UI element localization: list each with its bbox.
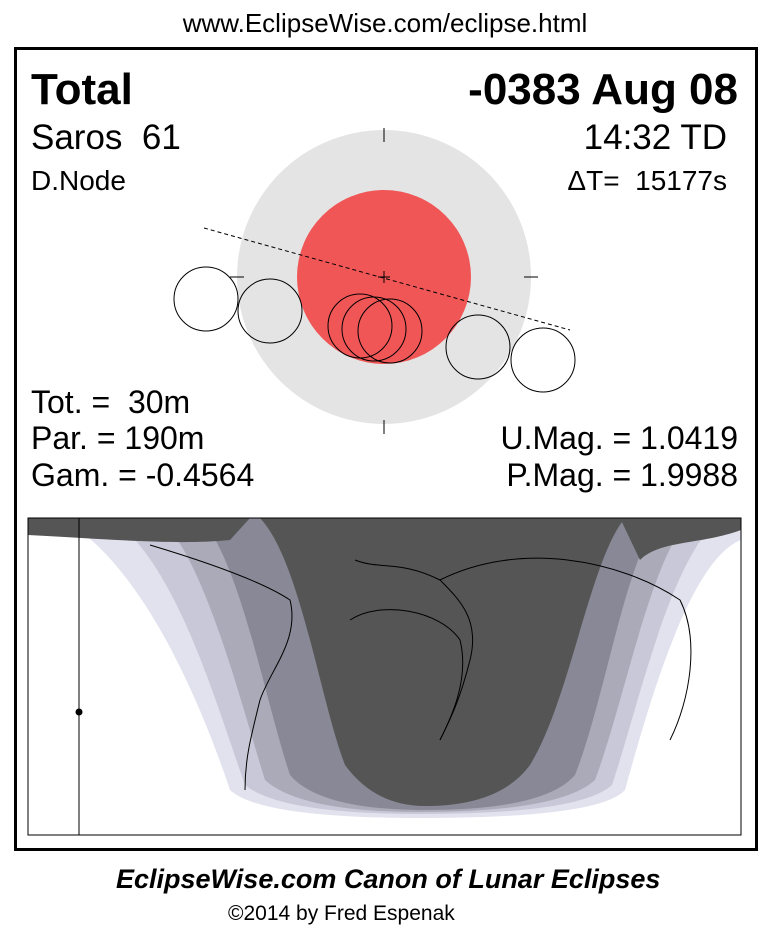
saros: Saros 61 <box>31 118 181 157</box>
tot: Tot. = 30m <box>31 384 191 420</box>
map <box>27 517 742 836</box>
delta-t: ΔT= 15177s <box>567 165 727 196</box>
eclipse-date: -0383 Aug 08 <box>468 65 738 114</box>
par: Par. = 190m <box>31 420 205 456</box>
pmag: P.Mag. = 1.9988 <box>506 457 738 493</box>
footer-credit: ©2014 by Fred Espenak <box>228 902 455 925</box>
umag: U.Mag. = 1.0419 <box>500 420 738 456</box>
moon-positions <box>173 266 576 393</box>
node: D.Node <box>31 165 126 196</box>
eclipse-type: Total <box>31 65 133 114</box>
frame <box>14 47 758 851</box>
crosshair <box>230 128 538 434</box>
time: 14:32 TD <box>583 118 727 157</box>
gam: Gam. = -0.4564 <box>31 457 255 493</box>
footer-title: EclipseWise.com Canon of Lunar Eclipses <box>116 864 661 894</box>
url: www.EclipseWise.com/eclipse.html <box>182 8 588 38</box>
moon-path <box>203 227 571 331</box>
